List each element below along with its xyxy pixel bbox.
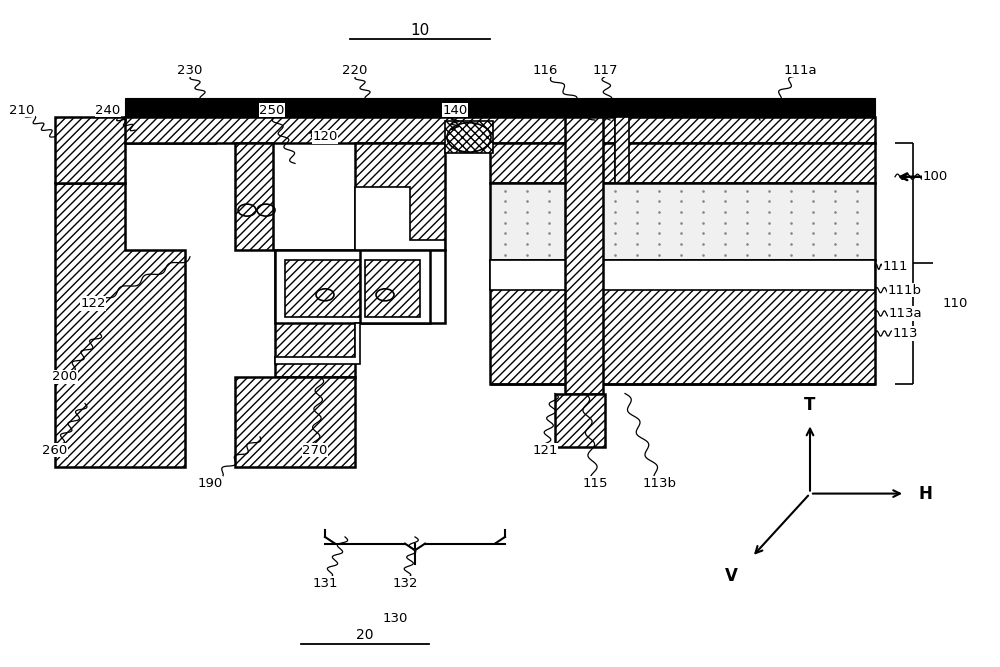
Text: 200: 200 (52, 370, 78, 384)
Text: H: H (918, 485, 932, 502)
Text: 113b: 113b (643, 477, 677, 490)
Text: 270: 270 (302, 444, 328, 457)
Text: V: V (725, 567, 738, 585)
Polygon shape (235, 377, 355, 467)
Text: 110: 110 (942, 297, 968, 310)
Polygon shape (490, 143, 875, 183)
Text: 230: 230 (177, 63, 203, 77)
Polygon shape (355, 187, 445, 250)
Text: 121: 121 (532, 444, 558, 457)
Text: 220: 220 (342, 63, 368, 77)
Text: 132: 132 (392, 577, 418, 590)
Polygon shape (55, 117, 215, 183)
Text: 140: 140 (442, 103, 468, 117)
Bar (490, 260, 875, 290)
Polygon shape (490, 260, 875, 384)
Bar (360, 250, 430, 323)
Text: 115: 115 (582, 477, 608, 490)
Text: 131: 131 (312, 577, 338, 590)
Text: 250: 250 (259, 103, 285, 117)
Text: 20: 20 (356, 628, 374, 642)
Text: 116: 116 (532, 63, 558, 77)
Polygon shape (275, 250, 355, 377)
Text: 190: 190 (197, 477, 223, 490)
Bar (615, 117, 629, 183)
Bar (275, 250, 445, 323)
Text: 130: 130 (382, 612, 408, 625)
Text: 120: 120 (312, 130, 338, 143)
Bar (555, 394, 605, 447)
Polygon shape (275, 323, 360, 364)
Text: 113a: 113a (888, 307, 922, 320)
Text: 111: 111 (882, 260, 908, 273)
Text: 111a: 111a (783, 63, 817, 77)
Text: 240: 240 (95, 103, 121, 117)
Text: 111b: 111b (888, 283, 922, 297)
Text: T: T (804, 396, 816, 414)
Text: 122: 122 (80, 297, 106, 310)
Bar (565, 117, 603, 394)
Bar (445, 121, 493, 153)
Bar (285, 260, 360, 317)
Bar (365, 260, 420, 317)
Text: 100: 100 (922, 170, 948, 183)
Polygon shape (55, 183, 185, 467)
Polygon shape (355, 143, 445, 250)
Bar (490, 183, 875, 260)
Text: 10: 10 (410, 23, 430, 37)
Polygon shape (125, 117, 875, 143)
Text: 117: 117 (592, 63, 618, 77)
Bar (125, 98, 875, 117)
Text: 210: 210 (9, 103, 35, 117)
Text: 113: 113 (892, 327, 918, 340)
Bar (235, 143, 273, 250)
Text: 260: 260 (42, 444, 68, 457)
